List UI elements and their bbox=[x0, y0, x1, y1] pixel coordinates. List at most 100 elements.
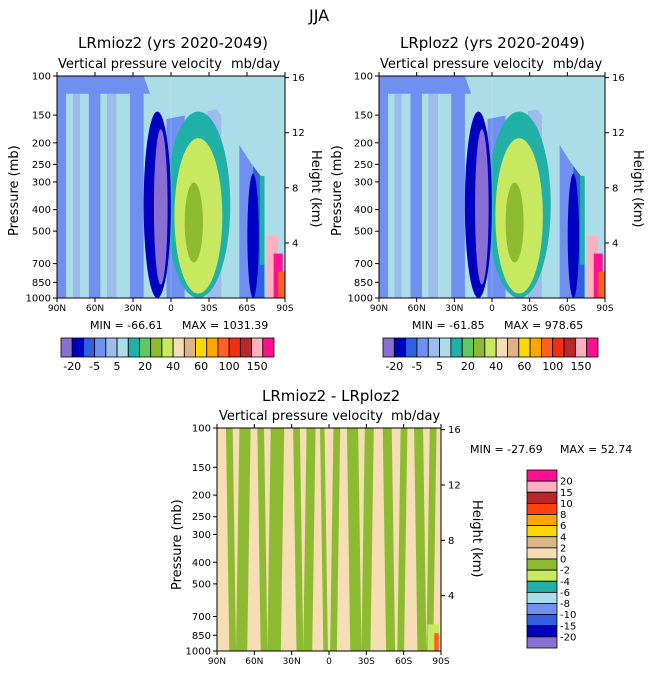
colorbar-cell bbox=[105, 337, 118, 358]
colorbar-cell bbox=[541, 337, 554, 358]
colorbar-cell bbox=[586, 337, 599, 358]
y2-axis-label: Height (km) bbox=[469, 500, 484, 578]
diff-stripe bbox=[320, 428, 328, 651]
field-band bbox=[129, 93, 144, 298]
polar-feature bbox=[586, 235, 599, 298]
colorbar-label: -4 bbox=[560, 577, 570, 588]
colorbar-cell bbox=[206, 337, 219, 358]
colorbar-cell bbox=[416, 337, 429, 358]
y-tick-label: 850 bbox=[32, 278, 51, 289]
y-tick-label: 500 bbox=[354, 227, 373, 238]
y-tick-label: 300 bbox=[192, 530, 211, 541]
y-tick-label: 300 bbox=[32, 177, 51, 188]
colorbar-cell bbox=[526, 502, 558, 515]
field-band bbox=[401, 93, 411, 298]
x-tick-label: 30S bbox=[358, 657, 375, 667]
colorbar-cell bbox=[526, 603, 558, 616]
y2-tick-label: 16 bbox=[448, 425, 461, 436]
colorbar-cell bbox=[116, 337, 129, 358]
variable-label: Vertical pressure velocity bbox=[58, 57, 222, 72]
x-tick-label: 60S bbox=[559, 304, 576, 314]
field-band bbox=[421, 93, 429, 298]
diff-stripe bbox=[414, 428, 427, 651]
colorbar-label: 100 bbox=[219, 360, 240, 373]
field-band bbox=[394, 93, 402, 298]
y-tick-label: 200 bbox=[192, 491, 211, 502]
colorbar-cell bbox=[529, 337, 542, 358]
y2-tick-label: 8 bbox=[448, 536, 454, 547]
colorbar-cell bbox=[150, 337, 163, 358]
colorbar-cell bbox=[405, 337, 418, 358]
x-tick-label: 90S bbox=[432, 657, 449, 667]
colorbar-label: 2 bbox=[560, 543, 566, 554]
colorbar-cell bbox=[484, 337, 497, 358]
teal-column bbox=[580, 175, 585, 265]
y2-tick-label: 8 bbox=[292, 183, 298, 194]
units-label: mb/day bbox=[391, 409, 441, 424]
y-tick-label: 400 bbox=[354, 205, 373, 216]
x-tick-label: 0 bbox=[326, 657, 332, 667]
units-label: mb/day bbox=[553, 57, 603, 72]
colorbar-label: 100 bbox=[542, 360, 563, 373]
diff-stripe bbox=[257, 428, 268, 651]
y2-tick-label: 4 bbox=[448, 591, 454, 602]
field-band bbox=[57, 93, 67, 298]
colorbar-cell bbox=[526, 558, 558, 571]
colorbar-label: -20 bbox=[63, 360, 81, 373]
colorbar-label: 150 bbox=[571, 360, 592, 373]
x-tick-label: 90S bbox=[596, 304, 613, 314]
upper-light-region bbox=[143, 76, 285, 199]
colorbar-cell bbox=[183, 337, 196, 358]
colorbar-label: -15 bbox=[560, 621, 576, 632]
colorbar-cell bbox=[563, 337, 576, 358]
colorbar-cell bbox=[495, 337, 508, 358]
diff-stripe bbox=[330, 428, 341, 651]
y-tick-label: 200 bbox=[32, 138, 51, 149]
y-tick-label: 1000 bbox=[186, 647, 211, 658]
ascent-60s bbox=[567, 173, 580, 298]
colorbar-label: -20 bbox=[385, 360, 403, 373]
colorbar-cell bbox=[139, 337, 152, 358]
colorbar-cell bbox=[393, 337, 407, 358]
colorbar-label: 40 bbox=[166, 360, 180, 373]
y-tick-label: 700 bbox=[32, 259, 51, 270]
field-band bbox=[437, 93, 452, 298]
x-tick-label: 60S bbox=[238, 304, 255, 314]
max-stat: MAX = 1031.39 bbox=[182, 319, 269, 332]
colorbar-label: -5 bbox=[89, 360, 100, 373]
colorbar-cell bbox=[518, 337, 531, 358]
x-tick-label: 60N bbox=[408, 304, 426, 314]
colorbar-label: 4 bbox=[560, 532, 566, 543]
colorbar-cell bbox=[172, 337, 185, 358]
y2-tick-label: 12 bbox=[292, 128, 305, 139]
colorbar-label: 60 bbox=[194, 360, 208, 373]
colorbar-label: 60 bbox=[517, 360, 531, 373]
y-tick-label: 250 bbox=[354, 160, 373, 171]
min-stat: MIN = -61.85 bbox=[412, 319, 485, 332]
colorbar-cell bbox=[526, 636, 558, 649]
colorbar-cell bbox=[94, 337, 107, 358]
colorbar-cell bbox=[60, 337, 73, 358]
colorbar-cell bbox=[526, 514, 558, 527]
y-tick-label: 850 bbox=[354, 278, 373, 289]
upper-light-region bbox=[464, 76, 605, 199]
colorbar-label: 15 bbox=[560, 488, 573, 499]
y2-axis-label: Height (km) bbox=[630, 150, 645, 228]
y-tick-label: 700 bbox=[192, 612, 211, 623]
x-tick-label: 30N bbox=[124, 304, 142, 314]
polar-feature bbox=[598, 271, 605, 298]
colorbar-cell bbox=[473, 337, 486, 358]
colorbar-cell bbox=[427, 337, 440, 358]
colorbar-cell bbox=[526, 469, 558, 482]
field-band bbox=[379, 93, 389, 298]
x-tick-label: 0 bbox=[168, 304, 174, 314]
panel-title: LRploz2 (yrs 2020-2049) bbox=[400, 34, 585, 52]
ascent-core bbox=[153, 129, 168, 285]
y-tick-label: 150 bbox=[192, 463, 211, 474]
diff-stripe bbox=[293, 428, 304, 651]
teal-column bbox=[259, 175, 265, 265]
y2-tick-label: 4 bbox=[292, 238, 298, 249]
y-tick-label: 250 bbox=[32, 160, 51, 171]
diff-stripe bbox=[303, 428, 316, 651]
